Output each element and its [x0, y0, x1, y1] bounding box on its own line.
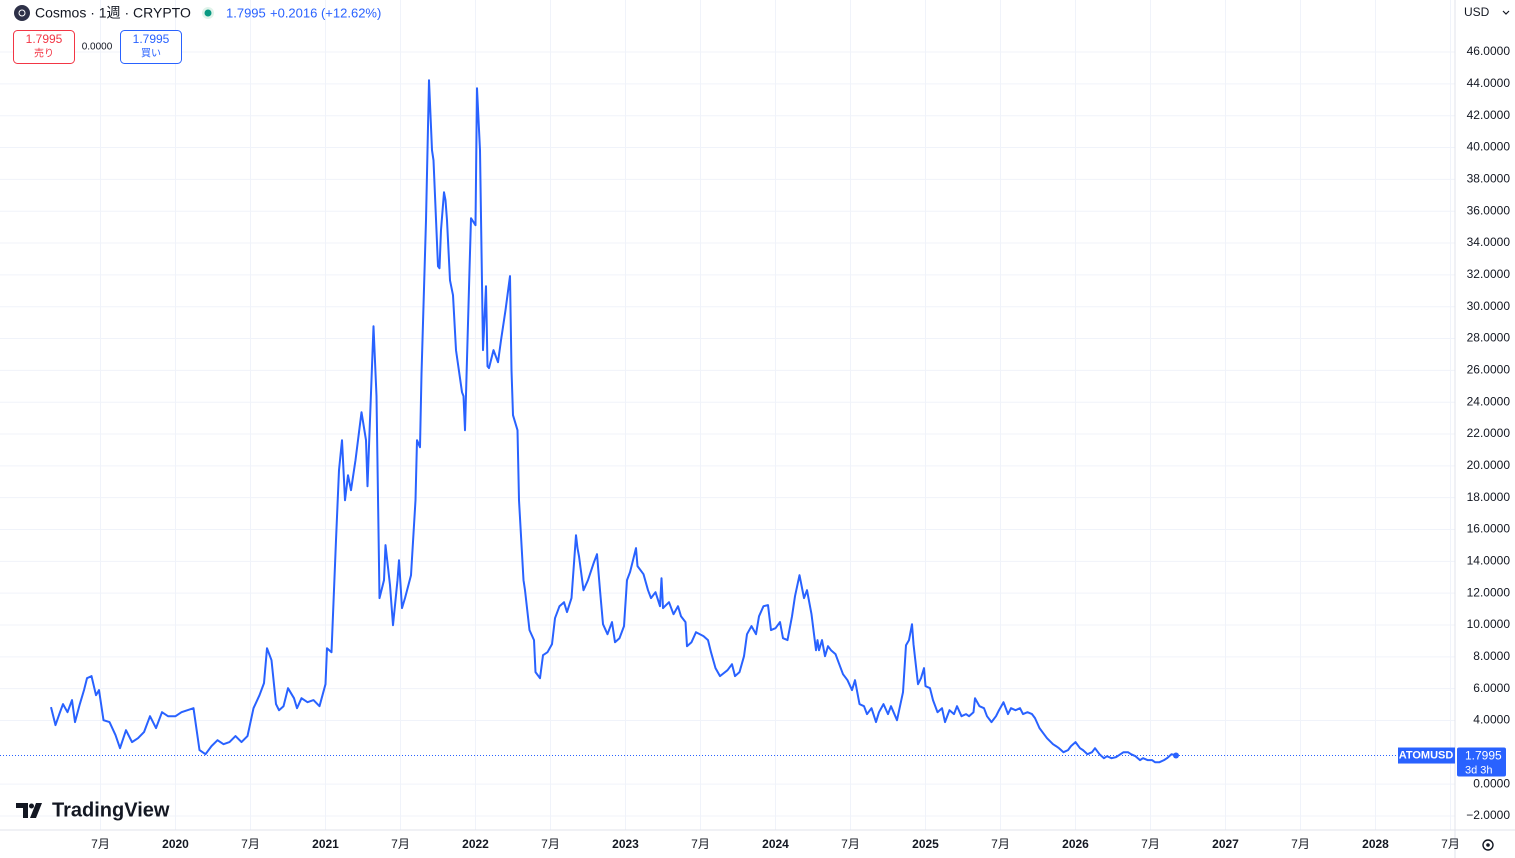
y-tick-label: 32.0000: [1467, 267, 1511, 281]
y-tick-label: 20.0000: [1467, 458, 1511, 472]
y-tick-label: 30.0000: [1467, 299, 1511, 313]
x-tick-label: 2028: [1362, 837, 1389, 851]
x-tick-label: 2025: [912, 837, 939, 851]
x-tick-label: 7月: [691, 837, 710, 851]
countdown: 3d 3h: [1465, 764, 1493, 776]
last-price: 1.7995: [226, 5, 266, 20]
y-tick-label: 14.0000: [1467, 554, 1511, 568]
series-tag-bg: [1398, 747, 1455, 764]
logo-text: TradingView: [52, 799, 170, 821]
coin-icon-inner: [18, 9, 26, 17]
x-tick-label: 2024: [762, 837, 789, 851]
coin-icon: [14, 5, 30, 21]
x-tick-label: 7月: [841, 837, 860, 851]
x-tick-label: 7月: [241, 837, 260, 851]
y-tick-label: 36.0000: [1467, 203, 1511, 217]
series-tag: ATOMUSD: [1399, 749, 1454, 761]
sell-label: 売り: [34, 47, 54, 60]
y-tick-label: 22.0000: [1467, 426, 1511, 440]
x-tick-label: 2020: [162, 837, 189, 851]
settings-icon-center: [1486, 843, 1490, 847]
y-tick-label: 44.0000: [1467, 76, 1511, 90]
logo-dot: [29, 803, 34, 809]
y-tick-label: 16.0000: [1467, 522, 1511, 536]
y-tick-label: 26.0000: [1467, 363, 1511, 377]
symbol-title[interactable]: Cosmos · 1週 · CRYPTO: [35, 5, 191, 21]
settings-icon[interactable]: [1482, 839, 1494, 851]
y-tick-label: −2.0000: [1466, 808, 1510, 822]
buy-button[interactable]: [120, 30, 182, 64]
last-point: [1173, 752, 1179, 759]
y-tick-label: 18.0000: [1467, 490, 1511, 504]
y-tick-label: 10.0000: [1467, 617, 1511, 631]
y-tick-label: 6.0000: [1473, 681, 1510, 695]
y-tick-label: 38.0000: [1467, 172, 1511, 186]
x-tick-label: 7月: [1141, 837, 1160, 851]
x-tick-label: 2022: [462, 837, 489, 851]
x-tick-label: 7月: [91, 837, 110, 851]
y-tick-label: 42.0000: [1467, 108, 1511, 122]
y-tick-label: 0.0000: [1473, 776, 1510, 790]
buy-label: 買い: [141, 48, 161, 60]
y-tick-label: 34.0000: [1467, 235, 1511, 249]
x-tick-label: 2021: [312, 837, 339, 851]
x-tick-label: 7月: [1441, 837, 1460, 851]
sell-price: 1.7995: [26, 32, 63, 46]
buy-price: 1.7995: [133, 32, 170, 46]
y-tick-label: 8.0000: [1473, 649, 1510, 663]
x-tick-label: 7月: [541, 837, 560, 851]
logo-mark: [16, 803, 42, 818]
price-line: [50, 79, 1177, 764]
grid: [0, 0, 1455, 830]
price-tag-bg: [1457, 747, 1506, 777]
plot: [0, 79, 1455, 764]
x-tick-label: 2023: [612, 837, 639, 851]
sell-button[interactable]: [13, 30, 75, 64]
price-change: +0.2016 (+12.62%): [270, 5, 381, 20]
currency-caret: [1502, 10, 1510, 15]
spread: 0.0000: [82, 42, 113, 53]
y-tick-label: 12.0000: [1467, 585, 1511, 599]
y-tick-label: 4.0000: [1473, 713, 1510, 727]
x-tick-label: 2026: [1062, 837, 1089, 851]
status-dot: [204, 9, 212, 17]
currency: USD: [1464, 5, 1490, 19]
x-tick-label: 7月: [1291, 837, 1310, 851]
x-tick-label: 2027: [1212, 837, 1239, 851]
y-tick-label: 40.0000: [1467, 140, 1511, 154]
price-tag: 1.7995: [1465, 749, 1502, 763]
axes: −2.0000 0.0000 4.0000 6.0000 8.0000 10.0000 12…: [91, 44, 1510, 851]
x-tick-label: 7月: [991, 837, 1010, 851]
y-tick-label: 24.0000: [1467, 394, 1511, 408]
x-tick-label: 7月: [391, 837, 410, 851]
y-tick-label: 28.0000: [1467, 331, 1511, 345]
y-tick-label: 46.0000: [1467, 44, 1511, 58]
